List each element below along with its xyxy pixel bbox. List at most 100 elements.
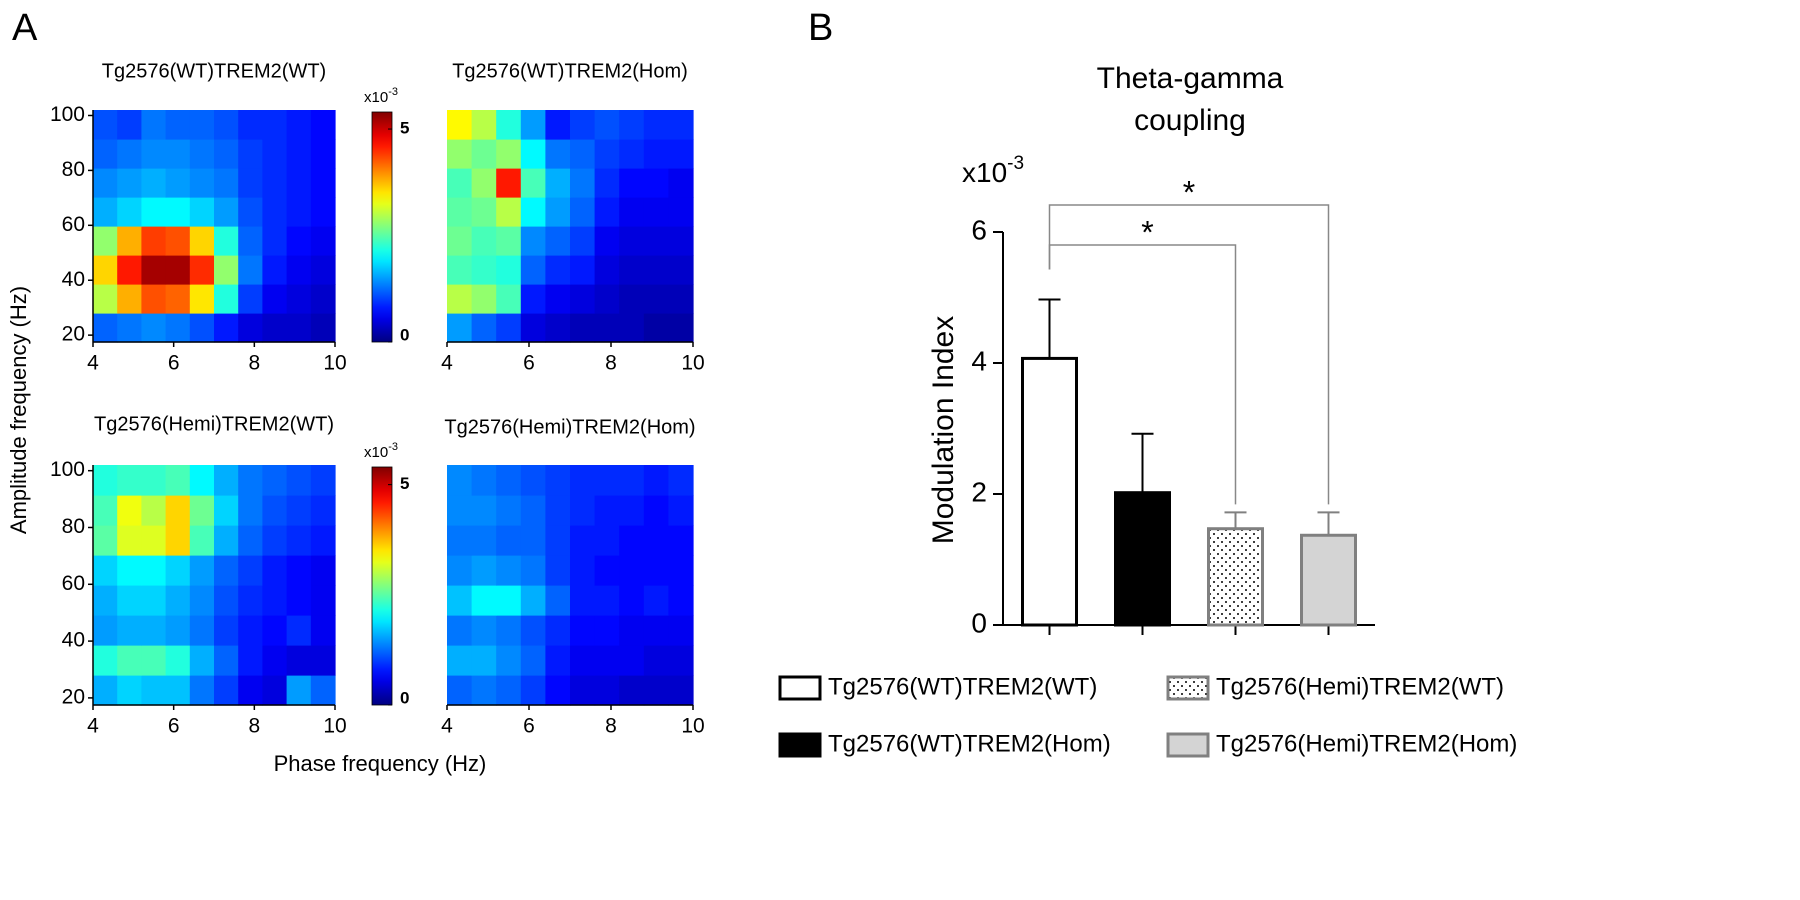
heatmap-cell xyxy=(471,226,497,256)
heatmap-cell xyxy=(619,675,645,706)
heatmap-cell xyxy=(594,465,620,496)
heatmap-cell xyxy=(286,284,312,314)
heatmap-cell xyxy=(545,313,571,343)
heatmap-cell xyxy=(165,313,191,343)
heatmap-cell xyxy=(471,645,497,676)
heatmap-cell xyxy=(310,168,336,198)
heatmap-cell xyxy=(520,110,546,140)
heatmap-cell xyxy=(214,495,239,526)
heatmap-cell xyxy=(520,495,546,526)
heatmap-cell xyxy=(471,284,497,314)
heatmap-cell xyxy=(93,226,118,256)
heatmap-cell xyxy=(619,585,645,616)
heatmap-cell xyxy=(238,465,263,496)
heatmap-cell xyxy=(520,313,546,343)
y-axis-label: Amplitude frequency (Hz) xyxy=(6,286,31,534)
heatmap-cell xyxy=(570,525,596,556)
heatmap-cell xyxy=(310,226,336,256)
heatmap-cell xyxy=(286,525,312,556)
heatmap-cell xyxy=(310,255,336,285)
heatmap-cell xyxy=(496,168,522,198)
heatmap-cell xyxy=(643,197,669,227)
heatmap-cell xyxy=(238,255,263,285)
heatmap-title: Tg2576(WT)TREM2(Hom) xyxy=(452,60,688,82)
heatmap-cell xyxy=(117,525,142,556)
heatmap-cell xyxy=(545,555,571,586)
heatmap-cell xyxy=(238,139,263,169)
heatmap-cell xyxy=(214,615,239,646)
heatmap-cell xyxy=(238,615,263,646)
heatmap-cell xyxy=(570,555,596,586)
heatmap-cell xyxy=(545,465,571,496)
heatmap-cell xyxy=(93,525,118,556)
heatmap-cell xyxy=(447,139,473,169)
heatmap-cell xyxy=(262,465,288,496)
heatmap-cell xyxy=(520,555,546,586)
significance-label: * xyxy=(1141,214,1153,250)
heatmap-cell xyxy=(189,313,215,343)
scale-exponent: -3 xyxy=(388,441,398,453)
panel-label: A xyxy=(12,7,38,49)
y-tick-label: 60 xyxy=(62,572,85,595)
heatmap-cell xyxy=(238,110,263,140)
colorbar-scale: x10-3 xyxy=(364,86,398,106)
heatmap-cell xyxy=(189,615,215,646)
x-tick-label: 6 xyxy=(168,352,180,375)
heatmap-cell xyxy=(471,495,497,526)
heatmap-cell xyxy=(214,168,239,198)
heatmap-cell xyxy=(496,585,522,616)
heatmap-cell xyxy=(141,168,167,198)
heatmap-cell xyxy=(643,255,669,285)
y-tick-label: 0 xyxy=(971,607,987,638)
heatmap-cell xyxy=(496,255,522,285)
heatmap-cell xyxy=(117,313,142,343)
heatmap-cell xyxy=(496,645,522,676)
heatmap-cell xyxy=(545,525,571,556)
heatmap-cell xyxy=(141,197,167,227)
heatmap-cell xyxy=(545,110,571,140)
y-tick-label: 20 xyxy=(62,323,85,346)
heatmap-cell xyxy=(93,615,118,646)
x-tick-label: 10 xyxy=(323,715,346,738)
heatmap-cell xyxy=(141,525,167,556)
heatmap-cell xyxy=(189,284,215,314)
heatmap-cell xyxy=(545,615,571,646)
heatmap-cell xyxy=(447,197,473,227)
legend-swatch xyxy=(1166,675,1210,701)
heatmap-cell xyxy=(520,139,546,169)
heatmap-cell xyxy=(189,675,215,706)
heatmap-cell xyxy=(545,168,571,198)
x-tick-label: 6 xyxy=(523,715,535,738)
heatmap-cell xyxy=(141,675,167,706)
heatmap-cell xyxy=(165,255,191,285)
heatmap-cell xyxy=(643,284,669,314)
heatmap-cell xyxy=(668,525,694,556)
scale-base: x10 xyxy=(364,89,388,106)
heatmap-cell xyxy=(214,525,239,556)
heatmap-cell xyxy=(214,675,239,706)
heatmap-cell xyxy=(520,615,546,646)
heatmap-cell xyxy=(643,465,669,496)
heatmap-cell xyxy=(643,139,669,169)
scale-base: x10 xyxy=(364,444,388,461)
heatmap-cell xyxy=(545,226,571,256)
heatmap-cell xyxy=(643,313,669,343)
heatmap-cell xyxy=(570,110,596,140)
heatmap-cell xyxy=(214,197,239,227)
heatmap-cell xyxy=(643,645,669,676)
heatmap-cell xyxy=(214,585,239,616)
y-tick-label: 4 xyxy=(971,345,987,376)
heatmap-cell xyxy=(594,615,620,646)
heatmap-cell xyxy=(668,555,694,586)
heatmap-cell xyxy=(165,495,191,526)
heatmap-cell xyxy=(310,585,336,616)
scale-base: x10 xyxy=(962,157,1007,188)
heatmap-cell xyxy=(619,226,645,256)
heatmap-cell xyxy=(668,226,694,256)
heatmap-cell xyxy=(189,255,215,285)
heatmap-cell xyxy=(310,525,336,556)
heatmap-cell xyxy=(117,495,142,526)
heatmap-cell xyxy=(496,313,522,343)
heatmap-cell xyxy=(286,313,312,343)
heatmap-cell xyxy=(93,313,118,343)
